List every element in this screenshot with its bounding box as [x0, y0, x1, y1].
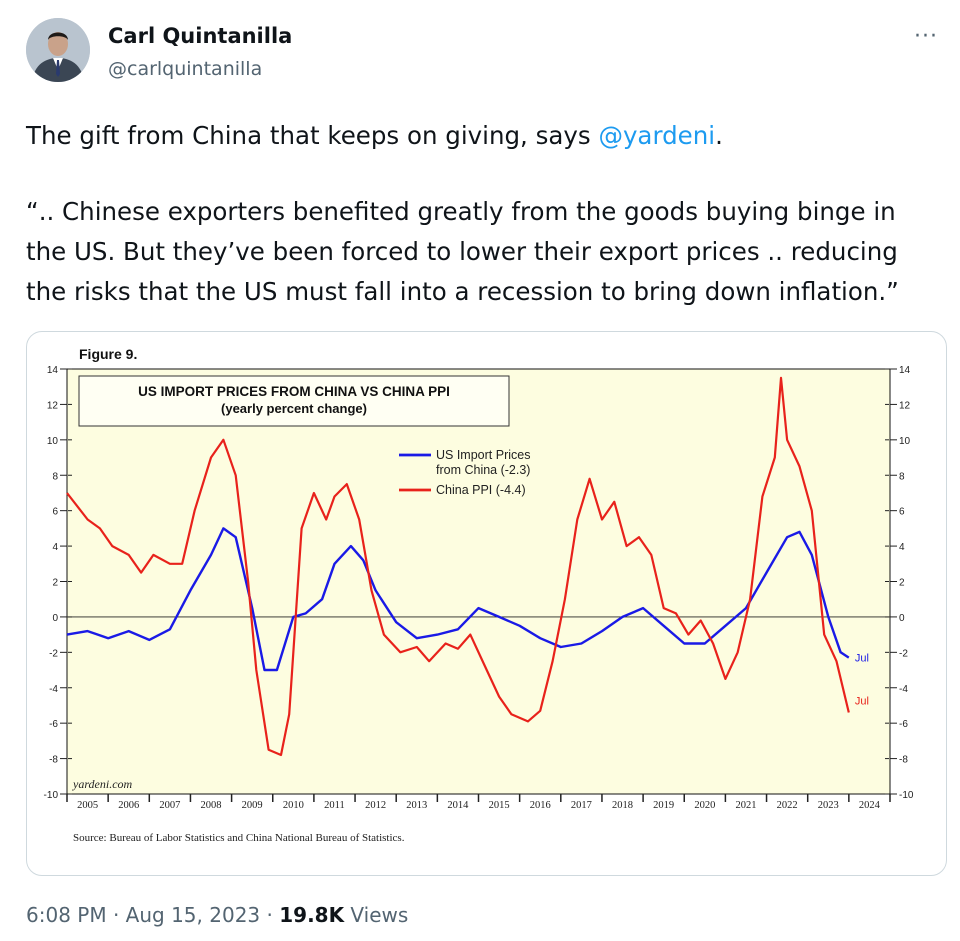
- legend-label-ppi: China PPI (-4.4): [436, 483, 526, 497]
- tweet-text: The gift from China that keeps on giving…: [26, 116, 936, 312]
- y-tick-label-left: -8: [49, 755, 58, 766]
- mention-link[interactable]: @yardeni: [598, 121, 716, 150]
- figure-label: Figure 9.: [79, 346, 137, 362]
- footer-separator: ·: [260, 903, 280, 927]
- x-tick-label: 2024: [859, 800, 881, 811]
- x-tick-label: 2009: [242, 800, 263, 811]
- y-tick-label-right: -10: [899, 790, 914, 801]
- y-tick-label-left: 10: [47, 436, 59, 447]
- tweet-footer: 6:08 PM · Aug 15, 2023 · 19.8K Views: [26, 903, 408, 927]
- y-tick-label-right: 0: [899, 613, 905, 624]
- x-tick-label: 2015: [489, 800, 510, 811]
- y-tick-label-right: 14: [899, 365, 911, 376]
- y-tick-label-right: -4: [899, 684, 908, 695]
- x-tick-label: 2011: [324, 800, 345, 811]
- y-tick-label-left: 14: [47, 365, 59, 376]
- y-tick-label-right: 6: [899, 507, 905, 518]
- author-name[interactable]: Carl Quintanilla: [108, 24, 293, 48]
- y-axis-right: 14 12 10 8 6 4 2 0 -2 -4 -6 -8 -10: [885, 365, 914, 801]
- y-tick-label-left: -4: [49, 684, 58, 695]
- chart-title: US IMPORT PRICES FROM CHINA VS CHINA PPI: [138, 384, 450, 399]
- y-tick-label-right: 8: [899, 471, 905, 482]
- y-tick-label-right: 4: [899, 542, 905, 553]
- chart: Figure 9. US IMPORT PRICES FROM CHINA VS…: [44, 346, 914, 844]
- series-line-china-ppi: [66, 376, 850, 757]
- tweet-time[interactable]: 6:08 PM: [26, 903, 107, 927]
- avatar-image: [26, 18, 90, 82]
- x-tick-label: 2018: [612, 800, 633, 811]
- views-label: Views: [344, 903, 409, 927]
- x-tick-label: 2014: [447, 800, 469, 811]
- tweet-line-1: The gift from China that keeps on giving…: [26, 116, 936, 156]
- y-tick-label-right: 2: [899, 578, 905, 589]
- x-tick-label: 2008: [201, 800, 222, 811]
- y-tick-label-left: 6: [52, 507, 58, 518]
- author-handle[interactable]: @carlquintanilla: [108, 58, 263, 80]
- chart-plot-area: [66, 368, 891, 795]
- y-tick-label-left: -6: [49, 719, 58, 730]
- y-tick-label-right: -8: [899, 755, 908, 766]
- x-tick-label: 2022: [777, 800, 798, 811]
- chart-title-box: [78, 375, 510, 427]
- y-tick-label-left: 0: [52, 613, 58, 624]
- legend: US Import Prices from China (-2.3) China…: [399, 448, 534, 497]
- legend-label-us-line-1: US Import Prices: [436, 448, 530, 462]
- x-tick-label: 2021: [735, 800, 756, 811]
- views-count: 19.8K: [279, 903, 345, 927]
- x-tick-label: 2012: [365, 800, 386, 811]
- chart-watermark: yardeni.com: [72, 777, 133, 791]
- x-tick-label: 2010: [283, 800, 304, 811]
- x-axis: 2005 2006 2007 2008 2009 2010 2011 2012 2013 2014…: [66, 794, 891, 811]
- tweet-line-1-prefix: The gift from China that keeps on giving…: [26, 121, 599, 150]
- x-tick-label: 2005: [77, 800, 98, 811]
- y-tick-label-right: -6: [899, 719, 908, 730]
- chart-subtitle: (yearly percent change): [221, 401, 367, 416]
- y-tick-label-left: 2: [52, 578, 58, 589]
- y-tick-label-left: -2: [49, 648, 58, 659]
- y-tick-label-right: 10: [899, 436, 911, 447]
- tweet-date[interactable]: Aug 15, 2023: [125, 903, 261, 927]
- y-tick-label-right: 12: [899, 400, 911, 411]
- x-tick-label: 2020: [694, 800, 715, 811]
- y-axis-left: 14 12 10 8 6 4 2 0 -2 -4 -6 -8 -10: [44, 365, 72, 801]
- x-tick-label: 2016: [530, 800, 551, 811]
- x-tick-label: 2013: [406, 800, 427, 811]
- x-tick-label: 2017: [571, 800, 592, 811]
- more-options-icon[interactable]: ···: [914, 24, 938, 49]
- ppi-end-label: Jul: [855, 696, 869, 708]
- legend-label-us: US Import Prices from China (-2.3): [436, 448, 534, 477]
- y-tick-label-left: 4: [52, 542, 58, 553]
- y-tick-label-left: 8: [52, 471, 58, 482]
- tweet-line-1-suffix: .: [715, 121, 723, 150]
- x-tick-label: 2006: [118, 800, 139, 811]
- chart-source: Source: Bureau of Labor Statistics and C…: [73, 832, 405, 844]
- y-tick-label-left: 12: [47, 400, 59, 411]
- footer-separator: ·: [106, 903, 126, 927]
- tweet-quote: “.. Chinese exporters benefited greatly …: [26, 197, 899, 306]
- y-tick-label-right: -2: [899, 648, 908, 659]
- avatar[interactable]: [26, 18, 90, 82]
- tweet-media-image[interactable]: Figure 9. US IMPORT PRICES FROM CHINA VS…: [26, 331, 947, 876]
- us-end-label: Jul: [855, 653, 869, 665]
- series-line-us-import-prices: [66, 527, 850, 672]
- x-tick-label: 2023: [818, 800, 839, 811]
- legend-label-us-line-2: from China (-2.3): [436, 463, 530, 477]
- x-tick-label: 2007: [159, 800, 180, 811]
- y-tick-label-left: -10: [44, 790, 59, 801]
- x-tick-label: 2019: [653, 800, 674, 811]
